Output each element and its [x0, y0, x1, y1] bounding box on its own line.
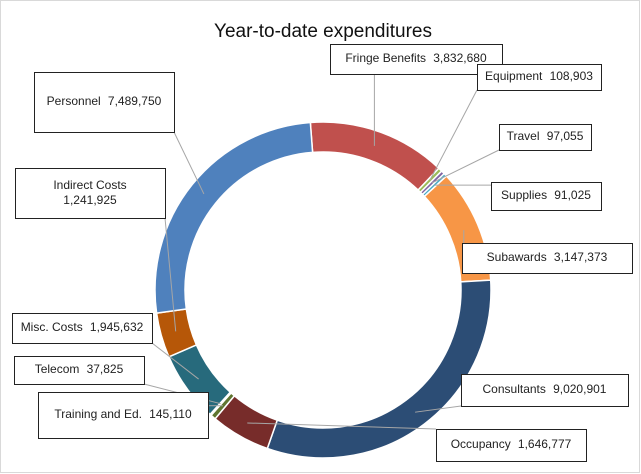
data-label: Misc. Costs 1,945,632: [21, 320, 144, 334]
label-value: 108,903: [550, 69, 594, 83]
label-value: 3,832,680: [433, 51, 487, 65]
data-label: Consultants 9,020,901: [483, 382, 607, 396]
label-category: Telecom: [35, 362, 80, 376]
label-category: Training and Ed.: [54, 407, 142, 421]
data-label: Subawards 3,147,373: [487, 250, 608, 264]
data-label: Supplies 91,025: [501, 188, 591, 202]
data-label: Indirect Costs 1,241,925: [53, 178, 126, 207]
leader-line: [415, 405, 462, 413]
label-value: 7,489,750: [108, 94, 162, 108]
label-value: 9,020,901: [553, 382, 607, 396]
label-value: 1,646,777: [518, 437, 572, 451]
label-category: Personnel: [47, 94, 101, 108]
label-box: [38, 392, 209, 439]
label-category: Equipment: [485, 69, 543, 83]
data-label: Travel 97,055: [507, 129, 584, 143]
label-box: [14, 356, 145, 385]
data-label: Fringe Benefits 3,832,680: [345, 51, 487, 65]
label-category: Travel: [507, 129, 540, 143]
label-category: Consultants: [483, 382, 546, 396]
slice: [154, 121, 314, 315]
data-label: Training and Ed. 145,110: [54, 407, 192, 421]
data-label: Personnel 7,489,750: [47, 94, 162, 108]
leader-line: [151, 342, 199, 380]
label-category: Misc. Costs: [21, 320, 83, 334]
label-category: Subawards: [487, 250, 547, 264]
label-box: [462, 243, 633, 274]
label-box: [499, 124, 592, 151]
label-category: Indirect Costs: [53, 178, 126, 192]
label-category: Fringe Benefits: [345, 51, 426, 65]
label-box: [477, 64, 602, 91]
leader-line: [247, 422, 437, 430]
leader-line: [431, 149, 500, 184]
label-box: [330, 44, 503, 75]
label-value: 145,110: [149, 407, 192, 421]
leader-line: [164, 217, 177, 332]
chart-title: Year-to-date expenditures: [214, 21, 432, 42]
data-label: Equipment 108,903: [485, 69, 593, 83]
label-category: Occupancy: [451, 437, 511, 451]
label-box: [461, 374, 629, 407]
label-value: 1,241,925: [63, 193, 117, 207]
label-value: 1,945,632: [90, 320, 144, 334]
data-label: Telecom 37,825: [35, 362, 124, 376]
data-label: Occupancy 1,646,777: [451, 437, 572, 451]
label-category: Supplies: [501, 188, 547, 202]
label-box: [436, 429, 587, 462]
label-value: 97,055: [547, 129, 584, 143]
leader-line: [429, 89, 478, 181]
label-value: 3,147,373: [554, 250, 608, 264]
label-value: 37,825: [87, 362, 124, 376]
label-box: [491, 182, 602, 211]
label-value: 91,025: [554, 188, 591, 202]
label-box: [34, 72, 175, 133]
label-box: [12, 313, 153, 344]
leader-line: [173, 131, 205, 195]
label-box: [15, 168, 166, 219]
